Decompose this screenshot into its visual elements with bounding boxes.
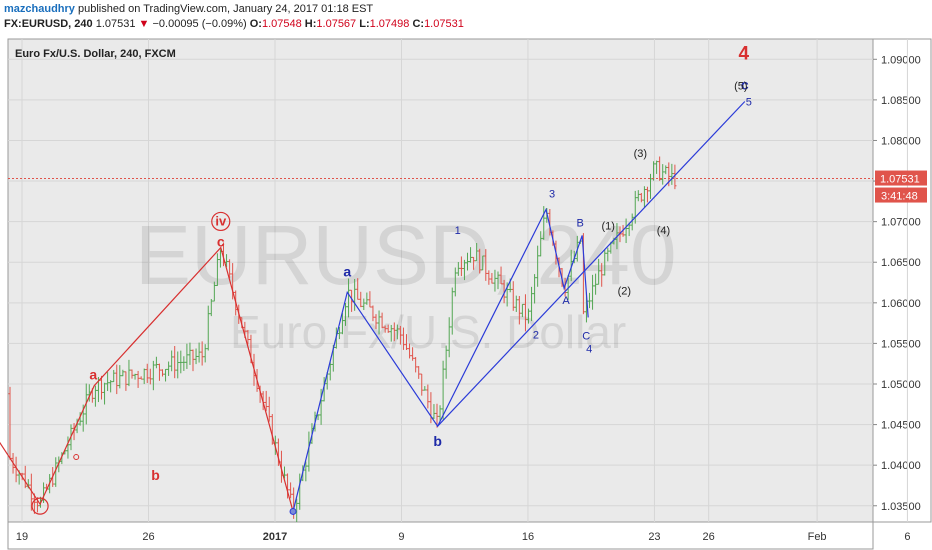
x-tick-label: 16 bbox=[522, 531, 534, 543]
wave-label: B bbox=[576, 217, 583, 229]
x-tick-label: 26 bbox=[703, 531, 715, 543]
wave-label: (4) bbox=[657, 225, 670, 237]
wave-label: C bbox=[582, 330, 590, 342]
wave-label: (2) bbox=[618, 286, 631, 298]
low-label: L: bbox=[359, 18, 370, 30]
y-tick-label: 1.04000 bbox=[881, 460, 921, 472]
wave-label: 4 bbox=[739, 44, 750, 65]
current-price-badge bbox=[875, 170, 927, 186]
y-tick-label: 1.06500 bbox=[881, 257, 921, 269]
candles bbox=[8, 156, 677, 523]
circle-marker bbox=[211, 211, 231, 232]
publish-info: mazchaudhry published on TradingView.com… bbox=[4, 3, 373, 15]
open-label: O: bbox=[249, 18, 262, 30]
price-change: −0.00095 (−0.09%) bbox=[152, 18, 247, 30]
wave-label: (3) bbox=[634, 148, 647, 160]
x-tick-label: 23 bbox=[648, 531, 660, 543]
watermark-name: Euro Fx/U.S. Dollar bbox=[230, 306, 626, 358]
trend-line bbox=[437, 101, 746, 427]
x-tick-label: 2017 bbox=[263, 531, 287, 543]
wave-label: 5 bbox=[746, 97, 752, 109]
point-marker bbox=[73, 454, 80, 461]
circle-marker bbox=[31, 497, 49, 515]
close-label: C: bbox=[412, 18, 425, 30]
author-link[interactable]: mazchaudhry bbox=[4, 3, 75, 15]
y-tick-label: 1.06000 bbox=[881, 298, 921, 310]
wave-label: a bbox=[343, 263, 351, 279]
y-tick-label: 1.09000 bbox=[881, 54, 921, 66]
wave-label: iv bbox=[215, 213, 227, 228]
plot-area bbox=[7, 38, 874, 523]
x-tick-label: 19 bbox=[16, 531, 28, 543]
point-marker bbox=[289, 507, 297, 515]
wave-label: 3 bbox=[549, 188, 555, 200]
wave-label: A bbox=[562, 295, 570, 307]
open-value: 1.07548 bbox=[261, 18, 302, 30]
high-value: 1.07567 bbox=[316, 18, 357, 30]
close-value: 1.07531 bbox=[424, 18, 464, 30]
ohlc-bar: FX:EURUSD, 240 1.07531 ▼ −0.00095 (−0.09… bbox=[4, 18, 464, 30]
y-tick-label: 1.08000 bbox=[881, 135, 921, 147]
published-text: published on TradingView.com, January 24… bbox=[77, 3, 374, 15]
y-tick-label: 1.03500 bbox=[881, 501, 921, 513]
down-arrow-icon: ▼ bbox=[138, 18, 150, 30]
wave-label: (5) bbox=[734, 81, 747, 93]
y-tick-label: 1.05500 bbox=[881, 338, 921, 350]
x-tick-label: 9 bbox=[398, 531, 404, 543]
wave-label: c bbox=[741, 77, 749, 93]
wave-label: b bbox=[433, 433, 442, 449]
y-tick-label: 1.04500 bbox=[881, 420, 921, 432]
wave-label: b bbox=[151, 467, 160, 483]
x-tick-label: Feb bbox=[808, 531, 827, 543]
y-tick-label: 1.07000 bbox=[881, 217, 921, 229]
time-axis bbox=[7, 521, 874, 550]
wave-label: c bbox=[217, 234, 225, 250]
low-value: 1.07498 bbox=[369, 18, 410, 30]
wave-label: a bbox=[89, 367, 97, 383]
price-axis bbox=[872, 38, 932, 523]
x-tick-label: 26 bbox=[142, 531, 154, 543]
wave-label: 2 bbox=[533, 329, 539, 341]
wave-label: (1) bbox=[602, 221, 615, 233]
last-price: 1.07531 bbox=[95, 18, 136, 30]
chart-title: Euro Fx/U.S. Dollar, 240, FXCM bbox=[15, 48, 176, 60]
wave-label: 1 bbox=[455, 225, 461, 237]
symbol-label: FX:EURUSD, 240 bbox=[4, 18, 93, 30]
wave-label: 4 bbox=[586, 343, 592, 355]
x-tick-label: 6 bbox=[904, 531, 910, 543]
countdown-badge bbox=[875, 187, 927, 203]
countdown-label: 3:41:48 bbox=[881, 191, 918, 203]
blue-wave-line bbox=[292, 207, 589, 512]
red-wave-line bbox=[0, 246, 294, 512]
y-tick-label: 1.08500 bbox=[881, 95, 921, 107]
high-label: H: bbox=[304, 18, 317, 30]
current-price-label: 1.07531 bbox=[880, 174, 920, 186]
y-tick-label: 1.05000 bbox=[881, 379, 921, 391]
